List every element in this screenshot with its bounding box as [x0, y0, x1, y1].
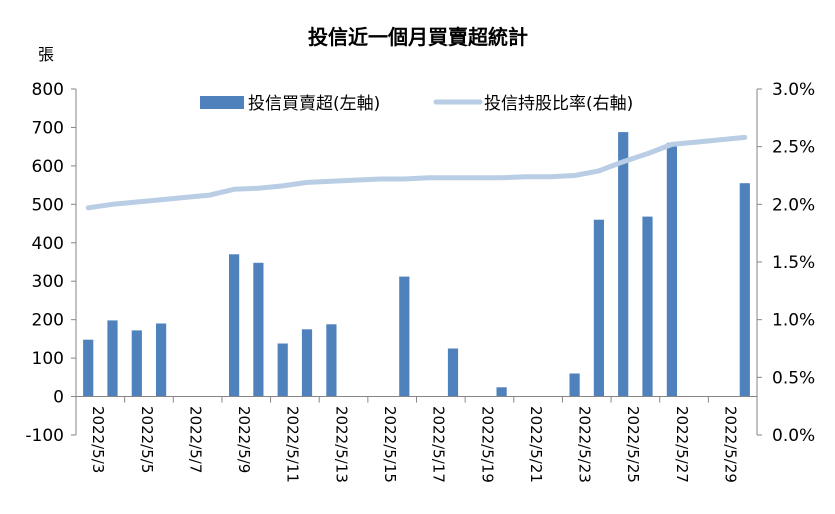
y-left-tick-label: -100 — [25, 426, 64, 446]
x-tick-label: 2022/5/19 — [478, 406, 496, 483]
y-right-tick-label: 3.0% — [772, 80, 815, 100]
bar — [569, 373, 580, 397]
legend-swatch-bar — [200, 96, 244, 109]
y-right-tick-label: 0.0% — [772, 426, 815, 446]
x-tick-label: 2022/5/9 — [235, 406, 253, 473]
chart-title: 投信近一個月買賣超統計 — [308, 25, 528, 49]
line-series — [85, 134, 748, 211]
y-left-tick-label: 0 — [53, 388, 64, 408]
bar — [326, 324, 337, 397]
bar — [83, 339, 94, 397]
bar — [496, 387, 507, 397]
x-tick-label: 2022/5/29 — [722, 406, 740, 483]
y-right-tick-label: 2.5% — [772, 138, 815, 158]
y-left-tick-label: 500 — [32, 195, 64, 215]
y-left-tick-label: 200 — [32, 311, 64, 331]
y-left-tick-label: 600 — [32, 157, 64, 177]
bar — [399, 276, 410, 397]
legend: 投信買賣超(左軸) 投信持股比率(右軸) — [200, 94, 633, 114]
y-right-axis: 0.0% 0.5% 1.0% 1.5% 2.0% 2.5% 3.0% — [757, 80, 815, 446]
legend-label-bar: 投信買賣超(左軸) — [248, 94, 380, 114]
bar — [277, 343, 288, 397]
x-tick-label: 2022/5/11 — [284, 406, 302, 483]
y-left-tick-label: 700 — [32, 118, 64, 138]
y-right-tick-label: 1.5% — [772, 253, 815, 273]
y-left-axis: -100 0 100 200 300 400 500 600 700 800 — [25, 80, 76, 446]
bar — [593, 219, 604, 397]
y-left-tick-label: 400 — [32, 234, 64, 254]
bar-series — [83, 132, 750, 397]
x-tick-label: 2022/5/13 — [332, 406, 350, 483]
line-path — [85, 134, 748, 211]
y-right-tick-label: 1.0% — [772, 311, 815, 331]
y-left-tick-label: 100 — [32, 349, 64, 369]
bar — [253, 262, 264, 397]
axes — [75, 89, 758, 435]
x-tick-label: 2022/5/27 — [673, 406, 691, 483]
bar — [618, 132, 629, 397]
bar — [301, 329, 313, 397]
bar — [666, 142, 677, 397]
x-tick-label: 2022/5/15 — [381, 406, 399, 483]
y-right-tick-label: 2.0% — [772, 195, 815, 215]
x-tick-label: 2022/5/7 — [186, 406, 204, 473]
bar — [739, 183, 750, 397]
bar — [229, 254, 240, 397]
bar — [447, 348, 459, 397]
x-tick-label: 2022/5/3 — [89, 406, 107, 473]
bar — [156, 323, 167, 397]
x-tick-label: 2022/5/23 — [576, 406, 594, 483]
y-right-tick-label: 0.5% — [772, 368, 815, 388]
bar — [131, 330, 142, 397]
y-left-tick-label: 800 — [32, 80, 64, 100]
x-tick-label: 2022/5/21 — [527, 406, 545, 483]
y-left-tick-label: 300 — [32, 272, 64, 292]
y-left-unit-label: 張 — [38, 45, 54, 64]
x-tick-label: 2022/5/17 — [430, 406, 448, 483]
x-axis: 2022/5/3 2022/5/5 2022/5/7 2022/5/9 2022/5/1… — [75, 396, 758, 483]
bar — [642, 216, 653, 397]
legend-label-line: 投信持股比率(右軸) — [484, 94, 633, 114]
x-tick-label: 2022/5/25 — [624, 406, 642, 483]
bar — [107, 320, 118, 397]
x-tick-label: 2022/5/5 — [138, 406, 156, 473]
